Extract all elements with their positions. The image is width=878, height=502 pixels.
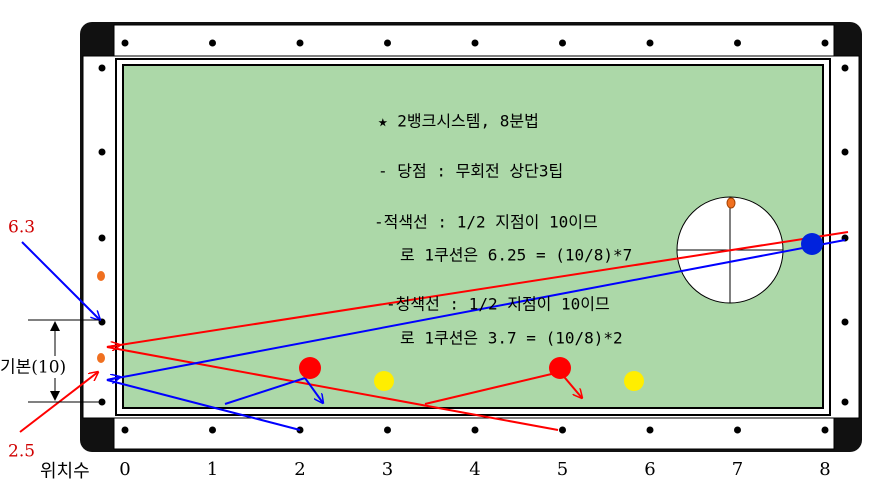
note: - 당점 : 무회전 상단3팁 [378,162,563,181]
diamond [646,426,654,434]
top-label: 6.3 [8,218,35,238]
note: -적색선 : 1/2 지점이 10이므 [374,213,598,232]
paths [19,231,849,433]
position: 5 [557,459,568,480]
balls [97,233,823,391]
diamond [821,426,829,434]
diamond [559,39,566,47]
diamond [471,426,479,434]
position: 1 [207,459,218,480]
diamond [841,148,849,156]
diamond [296,39,304,47]
tip-point [726,197,736,209]
diamond [841,64,849,72]
position: 7 [732,459,743,480]
diamond [559,426,566,434]
position: 8 [819,459,830,480]
diamond [734,39,741,47]
diamond [841,318,849,326]
bottom-label: 2.5 [8,442,35,462]
diamond [209,426,216,434]
base-label: 기본(10) [0,358,66,378]
diamond [841,398,849,406]
diamond [98,64,106,72]
rail-diamonds [98,39,849,434]
diamond [98,398,106,406]
note: -청색선 : 1/2 지점이 10이므 [386,295,610,314]
diamond [209,39,216,47]
diamond [821,39,829,47]
diamond [98,148,106,156]
position: 4 [469,459,480,480]
diamond [121,39,129,47]
position-label: 위치수 [40,461,90,482]
diamond [646,39,654,47]
position: 2 [294,459,305,480]
diamond [384,39,391,47]
position: 3 [382,459,393,480]
note: 로 1쿠션은 6.25 = (10/8)*7 [400,246,632,265]
position: 0 [119,459,130,480]
label-bg [0,356,62,378]
position: 6 [644,459,655,480]
title: ★ 2뱅크시스템, 8분법 [378,112,539,131]
diamond [121,426,129,434]
positions: 0 1 2 3 4 5 6 7 8 [119,459,830,480]
note: 로 1쿠션은 3.7 = (10/8)*2 [400,329,623,348]
diamond [734,426,741,434]
diamond [98,234,106,242]
diamond [384,426,391,434]
diamond [471,39,479,47]
